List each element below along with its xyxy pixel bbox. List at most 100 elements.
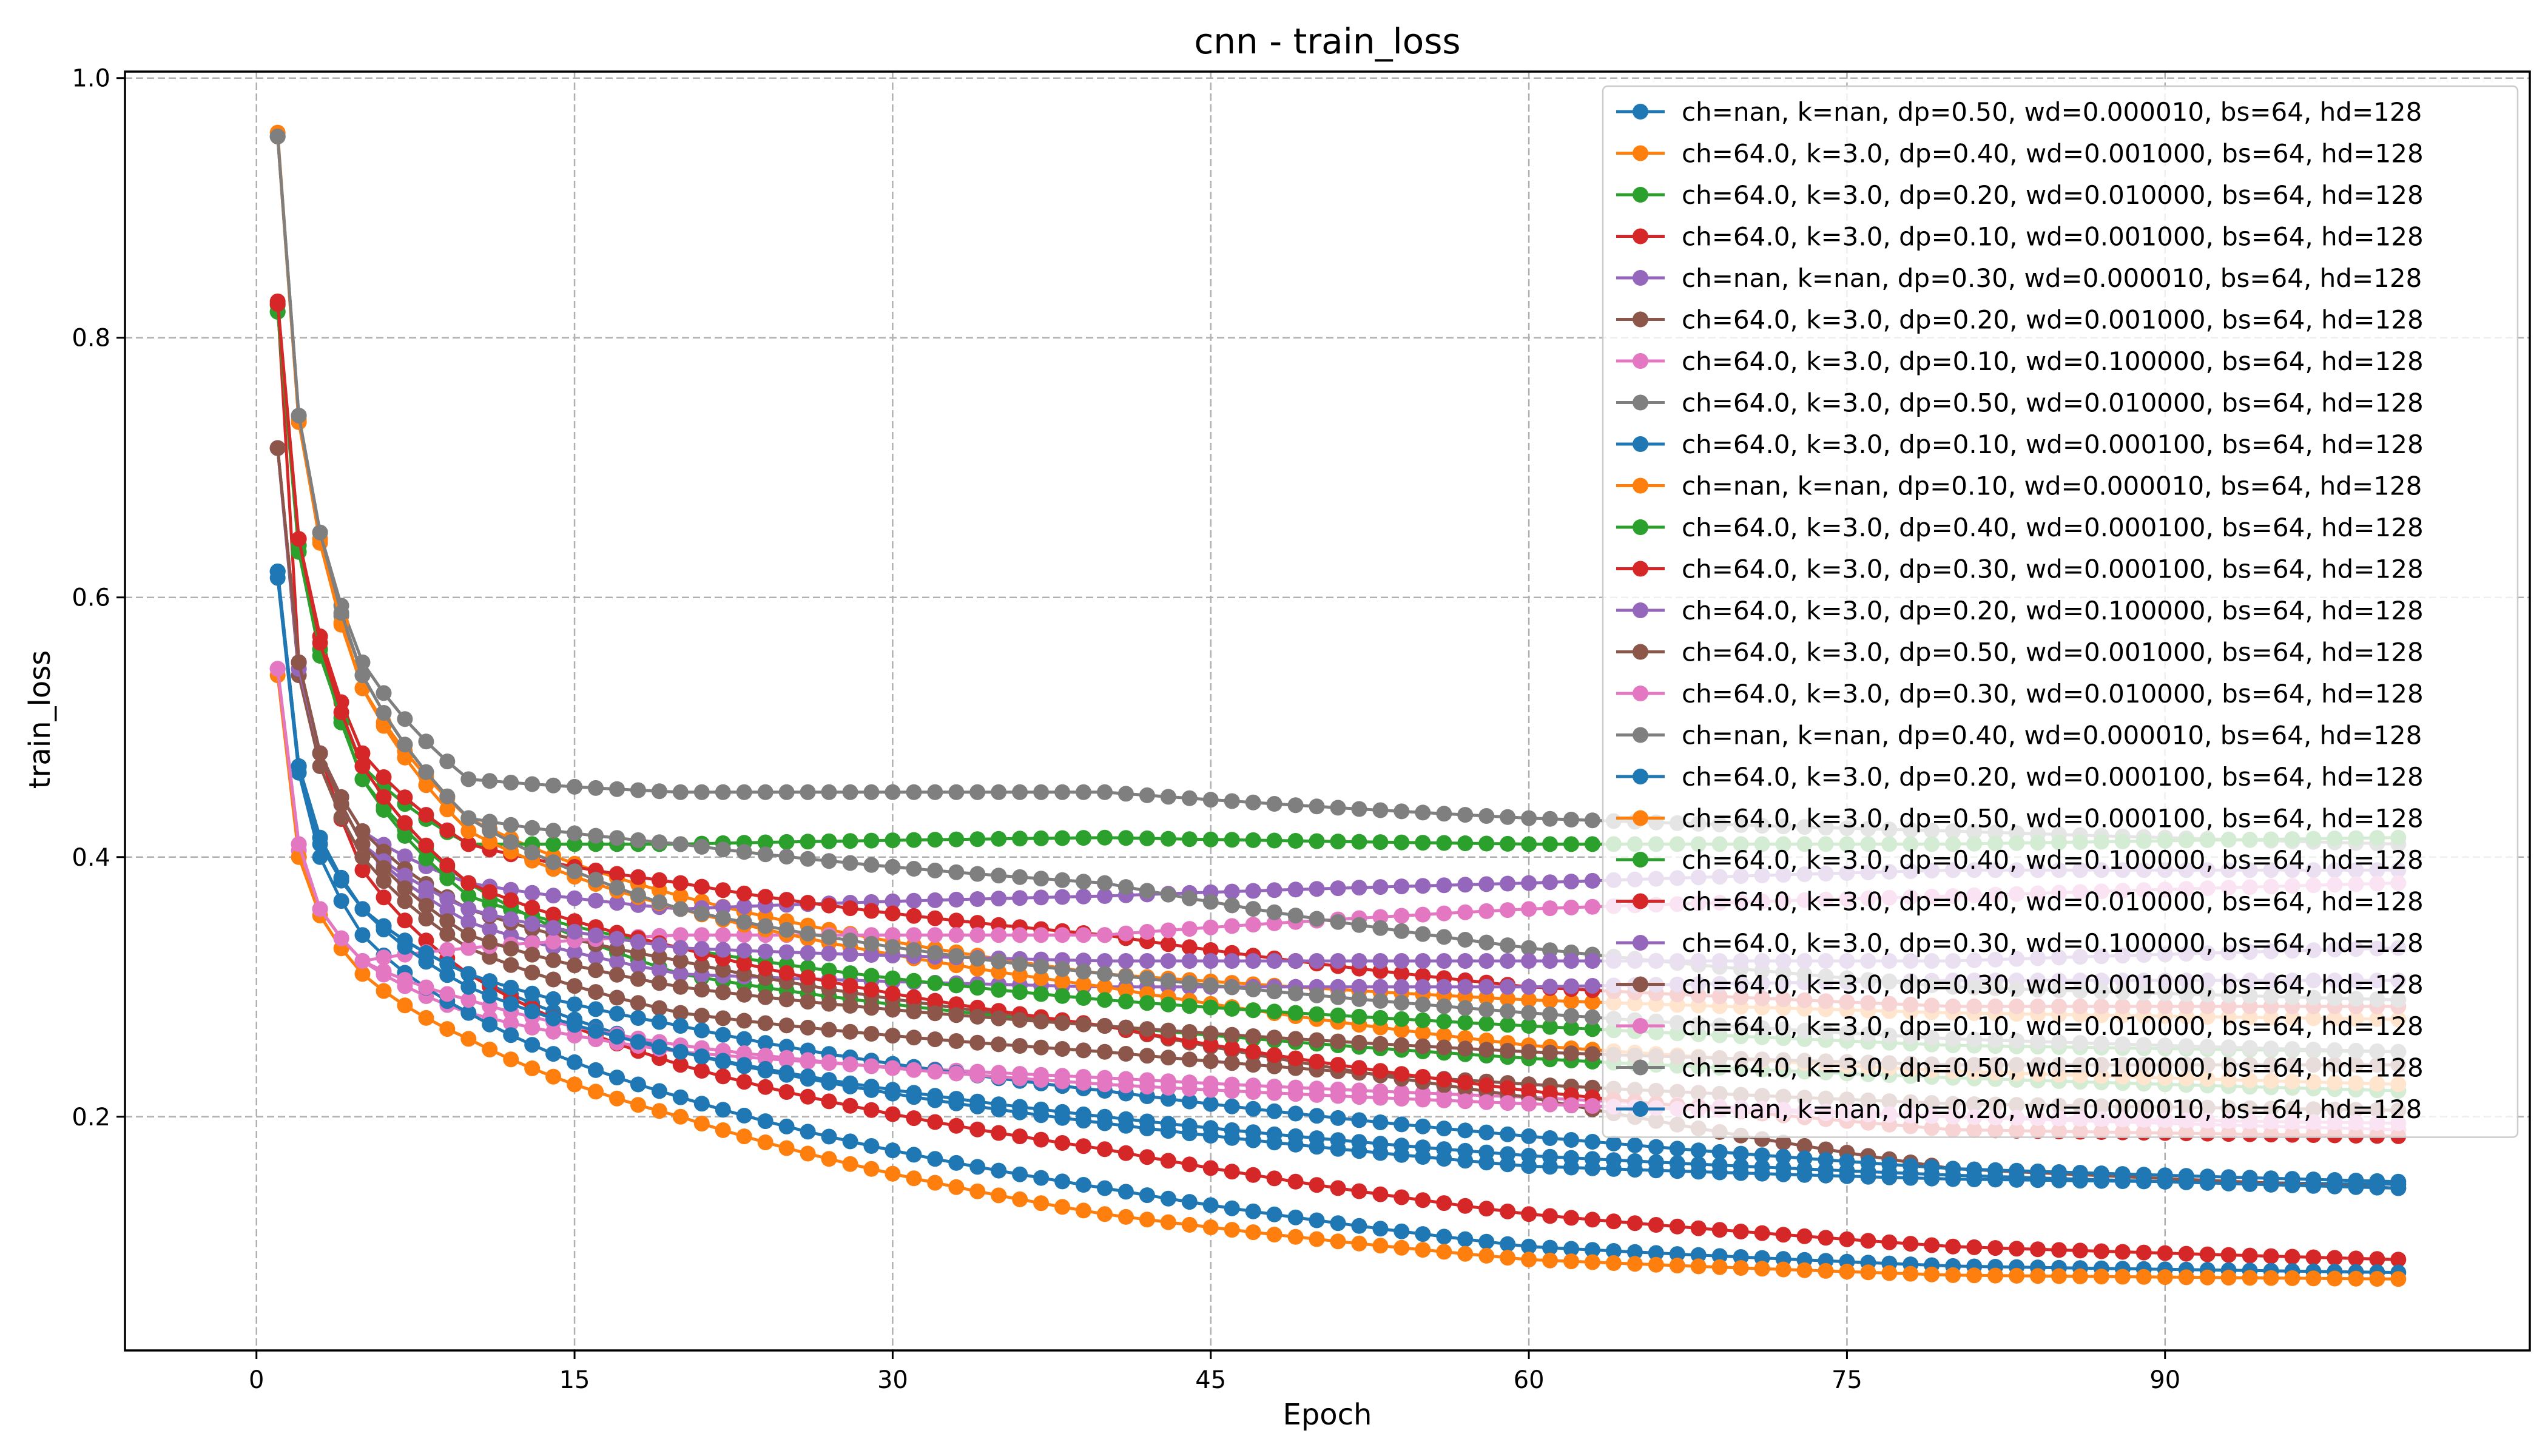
- series-point: [2327, 1270, 2343, 1287]
- series-point: [439, 753, 456, 770]
- series-point: [1584, 1254, 1600, 1270]
- series-point: [906, 861, 922, 877]
- series-point: [1012, 1038, 1028, 1054]
- series-point: [885, 784, 901, 800]
- series-point: [1117, 993, 1134, 1009]
- series-point: [1436, 1121, 1452, 1137]
- series-point: [885, 1002, 901, 1018]
- series-point: [991, 831, 1007, 847]
- legend-label: ch=nan, k=nan, dp=0.50, wd=0.000010, bs=…: [1682, 97, 2422, 127]
- legend-swatch-marker: [1633, 852, 1648, 868]
- series-point: [927, 1005, 943, 1022]
- series-point: [1033, 1072, 1050, 1088]
- series-point: [927, 993, 943, 1009]
- series-point: [439, 891, 456, 908]
- series-point: [1097, 1206, 1113, 1222]
- legend-swatch-marker: [1633, 893, 1648, 909]
- series-point: [2072, 1171, 2088, 1187]
- series-point: [1202, 953, 1219, 969]
- series-point: [715, 1010, 731, 1026]
- series-point: [821, 833, 837, 849]
- series-point: [418, 733, 434, 750]
- series-point: [1266, 1227, 1282, 1242]
- series-point: [1139, 995, 1155, 1011]
- series-point: [1224, 953, 1240, 969]
- series-point: [439, 942, 456, 958]
- series-point: [842, 1156, 858, 1172]
- series-point: [609, 830, 625, 846]
- series-point: [2178, 1269, 2194, 1286]
- series-point: [1457, 932, 1474, 948]
- series-point: [885, 1082, 901, 1098]
- series-point: [1436, 905, 1452, 922]
- legend-item: ch=64.0, k=3.0, dp=0.40, wd=0.010000, bs…: [1616, 887, 2424, 917]
- series-point: [1202, 831, 1219, 848]
- series-point: [588, 984, 604, 1000]
- series-point: [1500, 1080, 1516, 1096]
- series-point: [1054, 889, 1071, 905]
- series-point: [1160, 886, 1176, 903]
- series-point: [736, 784, 752, 800]
- series-point: [842, 1133, 858, 1150]
- y-axis-ticks: 0.2 0.4 0.6 0.8 1.0: [72, 65, 125, 1131]
- legend-swatch-marker: [1633, 686, 1648, 701]
- series-point: [291, 654, 307, 670]
- series-point: [2051, 1242, 2067, 1258]
- series-point: [2157, 1173, 2173, 1190]
- series-point: [715, 1026, 731, 1043]
- series-point: [1224, 1040, 1240, 1056]
- series-point: [1330, 1180, 1346, 1196]
- series-point: [1266, 1170, 1282, 1187]
- series-point: [821, 996, 837, 1012]
- series-point: [2009, 1169, 2025, 1185]
- series-point: [1309, 881, 1325, 897]
- series-point: [1012, 869, 1028, 885]
- series-point: [1584, 1046, 1600, 1062]
- series-point: [354, 667, 371, 684]
- series-point: [1076, 963, 1091, 980]
- series-point: [1287, 1128, 1304, 1144]
- series-point: [609, 866, 625, 882]
- series-point: [1160, 1190, 1176, 1207]
- series-point: [693, 784, 710, 800]
- series-point: [715, 1122, 731, 1138]
- series-point: [1521, 1128, 1537, 1144]
- series-point: [1478, 1233, 1495, 1250]
- series-point: [1584, 1134, 1600, 1150]
- series-point: [1521, 1005, 1537, 1021]
- series-point: [503, 996, 519, 1012]
- series-point: [948, 996, 965, 1013]
- series-point: [885, 893, 901, 909]
- series-point: [1054, 961, 1071, 977]
- series-point: [672, 1005, 689, 1021]
- series-point: [1033, 970, 1050, 986]
- series-point: [778, 1084, 795, 1100]
- series-point: [1330, 953, 1346, 969]
- series-point: [291, 758, 307, 774]
- series-point: [1521, 1252, 1537, 1268]
- legend-label: ch=64.0, k=3.0, dp=0.10, wd=0.100000, bs…: [1682, 346, 2424, 376]
- series-point: [1542, 874, 1558, 891]
- series-point: [1245, 1084, 1261, 1100]
- series-point: [1117, 925, 1134, 942]
- series-point: [842, 833, 858, 849]
- series-point: [778, 834, 795, 850]
- series-point: [1457, 835, 1474, 851]
- series-point: [736, 1013, 752, 1029]
- series-point: [1076, 1074, 1091, 1091]
- series-point: [1415, 1226, 1431, 1242]
- legend-item: ch=64.0, k=3.0, dp=0.30, wd=0.000100, bs…: [1616, 554, 2424, 584]
- series-point: [1542, 1019, 1558, 1035]
- series-point: [1287, 1228, 1304, 1245]
- series-point: [1097, 1108, 1113, 1125]
- series-point: [1097, 784, 1113, 800]
- series-point: [800, 1068, 816, 1085]
- series-point: [693, 941, 710, 957]
- series-point: [906, 892, 922, 909]
- series-point: [609, 1028, 625, 1045]
- series-point: [1139, 787, 1155, 803]
- series-point: [2030, 1170, 2046, 1186]
- series-point: [567, 996, 583, 1013]
- series-point: [2242, 1247, 2258, 1264]
- series-point: [1309, 911, 1325, 927]
